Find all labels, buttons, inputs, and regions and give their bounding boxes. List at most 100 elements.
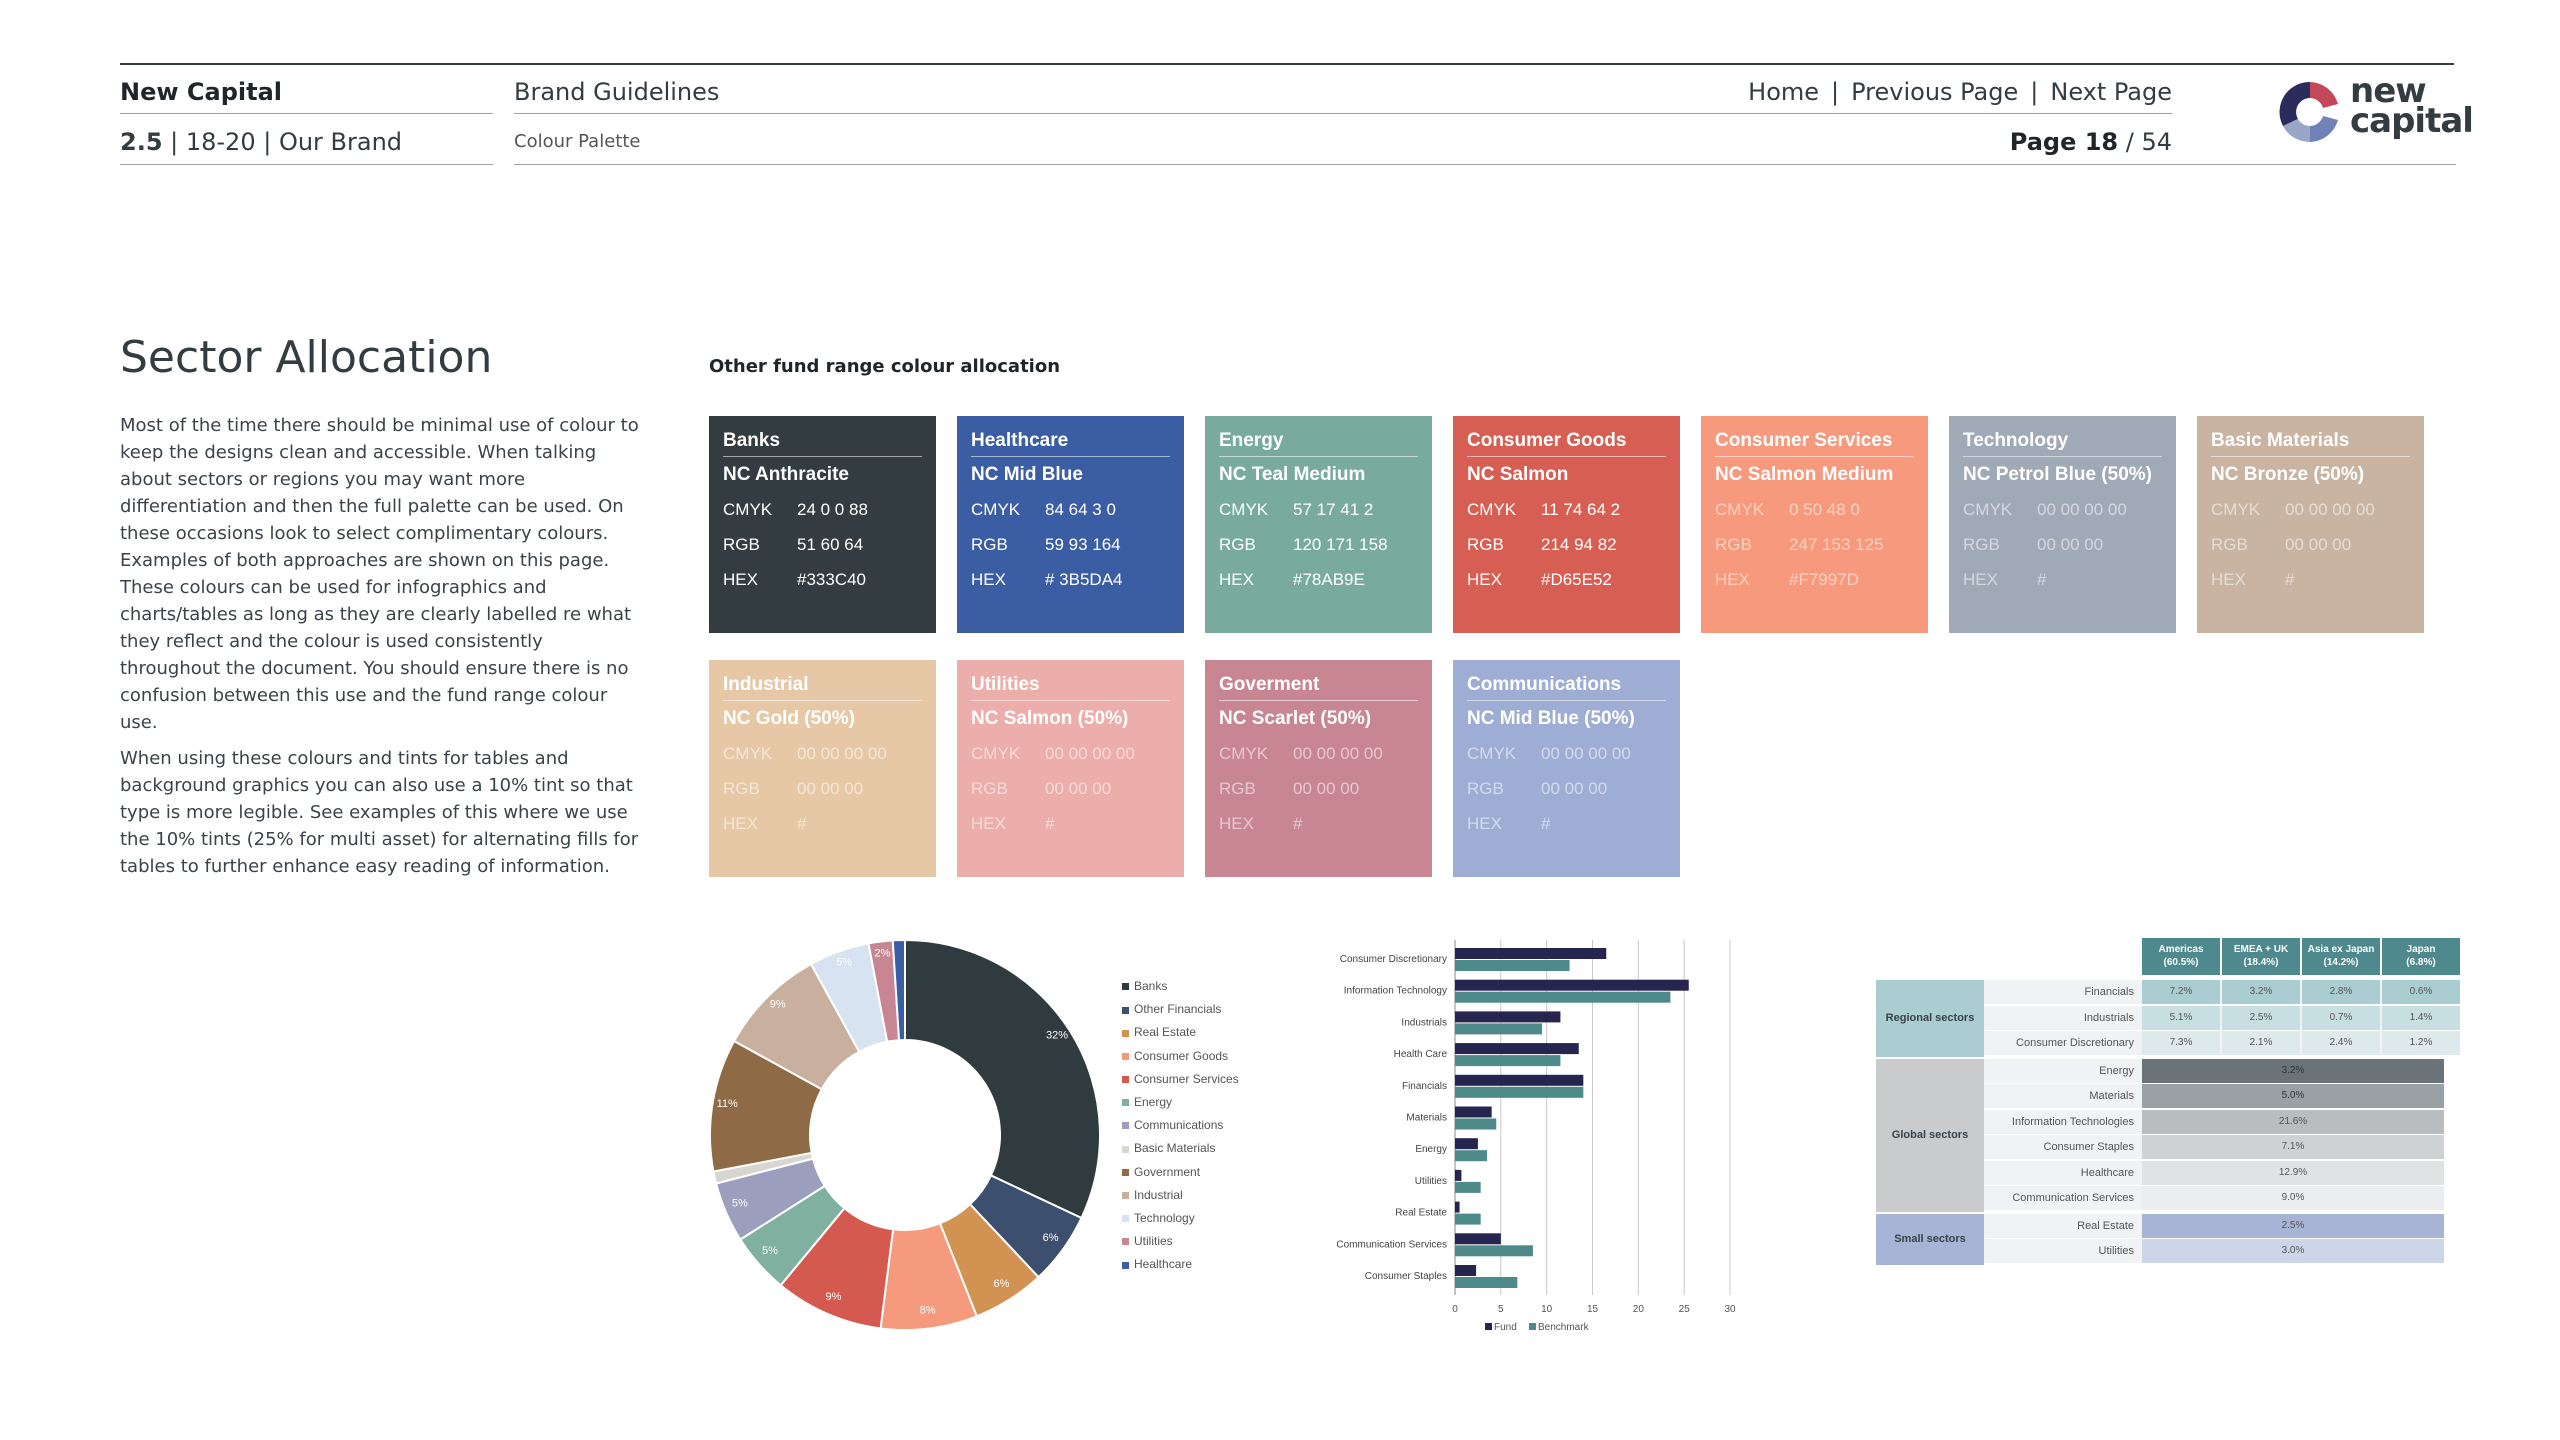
- legend-item: Basic Materials: [1122, 1137, 1239, 1160]
- table-header: Americas (60.5%): [2142, 938, 2220, 975]
- table-row-label: Communication Services: [2012, 1192, 2134, 1204]
- legend-label: Technology: [1134, 1210, 1195, 1225]
- swatch-card: Industrial NC Gold (50%) CMYK 00 00 00 00 RG…: [709, 660, 936, 877]
- nav-previous-link[interactable]: Previous Page: [1851, 78, 2019, 106]
- logo-mark-icon: [2279, 81, 2338, 143]
- legend-label: Banks: [1134, 979, 1168, 993]
- swatch-cmyk-row: CMYK 00 00 00 00: [1467, 744, 1631, 764]
- legend-label: Real Estate: [1134, 1025, 1197, 1040]
- swatch-hex-row: HEX #333C40: [723, 570, 866, 590]
- swatch-colour-name: NC Salmon: [1467, 464, 1569, 485]
- swatch-rgb-label: RGB: [971, 779, 1008, 798]
- swatch-hex-row: HEX #78AB9E: [1219, 570, 1365, 590]
- table-cell: 3.2%: [2142, 1058, 2444, 1083]
- nav-next-link[interactable]: Next Page: [2050, 78, 2172, 106]
- swatch-cmyk-label: CMYK: [971, 744, 1021, 763]
- swatch-hex-value: #: [797, 814, 807, 833]
- swatch-cmyk-label: CMYK: [971, 500, 1021, 519]
- bar-benchmark: [1455, 991, 1671, 1003]
- swatch-rgb-label: RGB: [1963, 535, 2000, 554]
- swatch-hex-value: #F7997D: [1789, 570, 1859, 589]
- x-tick-label: 30: [1724, 1304, 1736, 1315]
- divider: [120, 113, 493, 114]
- swatch-hex-value: #: [2285, 570, 2295, 589]
- swatch-hex-value: #: [2037, 570, 2047, 589]
- swatch-rgb-label: RGB: [723, 779, 760, 798]
- swatch-cmyk-label: CMYK: [723, 500, 773, 519]
- table-cell: 2.4%: [2302, 1031, 2380, 1055]
- donut-slice-label: 5%: [732, 1197, 748, 1209]
- swatch-cmyk-value: 00 00 00 00: [1293, 744, 1383, 763]
- bar-benchmark: [1455, 1086, 1584, 1098]
- bar-fund: [1455, 948, 1607, 959]
- bar-benchmark: [1455, 1023, 1543, 1035]
- table-row-label: Real Estate: [2077, 1219, 2134, 1232]
- bar-benchmark: [1455, 1245, 1533, 1257]
- table-row: Communication Services 9.0%: [1984, 1186, 2444, 1210]
- legend-item: Banks: [1122, 975, 1239, 998]
- table-header-line: (60.5%): [2163, 957, 2199, 968]
- swatch-cmyk-value: 57 17 41 2: [1293, 500, 1374, 519]
- category-label: Health Care: [1394, 1049, 1448, 1060]
- table-group-label: Global sectors: [1876, 1058, 1984, 1212]
- legend-label: Government: [1134, 1164, 1201, 1179]
- swatch-hex-label: HEX: [1467, 570, 1502, 589]
- table-cell: 0.6%: [2382, 980, 2460, 1004]
- swatch-hex-value: #: [1293, 814, 1303, 833]
- swatch-rgb-row: RGB 00 00 00: [1219, 779, 1359, 799]
- swatch-colour-name: NC Gold (50%): [723, 708, 855, 729]
- swatch-card: Energy NC Teal Medium CMYK 57 17 41 2 RGB 120…: [1205, 416, 1432, 633]
- swatch-card: Communications NC Mid Blue (50%) CMYK 00 00…: [1453, 660, 1680, 877]
- x-tick-label: 20: [1633, 1304, 1645, 1315]
- swatch-rgb-value: 214 94 82: [1541, 535, 1617, 554]
- sector-region-table: Americas (60.5%) EMEA + UK (18.4%) Asia ex J…: [1876, 938, 2460, 1268]
- swatch-cmyk-row: CMYK 57 17 41 2: [1219, 500, 1373, 520]
- swatch-hex-row: HEX #D65E52: [1467, 570, 1612, 590]
- table-row: Consumer Discretionary 7.3% 2.1% 2.4% 1.2%: [1984, 1031, 2460, 1055]
- swatch-sector: Goverment: [1219, 674, 1418, 701]
- swatch-cmyk-label: CMYK: [1963, 500, 2013, 519]
- table-row-label: Energy: [2099, 1064, 2134, 1077]
- table-group-label: Small sectors: [1876, 1213, 1984, 1265]
- nav-home-link[interactable]: Home: [1748, 78, 1820, 106]
- legend-swatch: [1122, 1168, 1129, 1176]
- swatch-cmyk-value: 24 0 0 88: [797, 500, 868, 519]
- legend-swatch: [1122, 1029, 1129, 1037]
- swatch-card: Basic Materials NC Bronze (50%) CMYK 00 00 …: [2197, 416, 2424, 633]
- donut-slice-label: 8%: [920, 1305, 936, 1317]
- table-header-line: (18.4%): [2243, 957, 2279, 968]
- divider: [514, 164, 2456, 165]
- donut-slice-label: 2%: [874, 947, 890, 959]
- logo-wordmark: new capital: [2350, 74, 2474, 138]
- table-cell: 0.7%: [2302, 1005, 2380, 1030]
- swatch-rgb-label: RGB: [1219, 535, 1256, 554]
- swatch-rgb-value: 59 93 164: [1045, 535, 1121, 554]
- swatch-hex-value: # 3B5DA4: [1045, 570, 1123, 589]
- table-row: Healthcare 12.9%: [1984, 1160, 2444, 1185]
- table-row: Information Technologies 21.6%: [1984, 1109, 2444, 1134]
- nav-separator: |: [2030, 78, 2039, 106]
- swatch-sector: Utilities: [971, 674, 1170, 701]
- swatch-sector: Communications: [1467, 674, 1666, 701]
- swatch-colour-name: NC Mid Blue (50%): [1467, 708, 1635, 729]
- swatch-hex-label: HEX: [1219, 570, 1254, 589]
- bar-benchmark: [1455, 960, 1570, 971]
- donut-slice-label: 11%: [717, 1098, 738, 1110]
- legend-label: Utilities: [1134, 1234, 1173, 1249]
- donut-slice: [891, 938, 906, 1042]
- table-header-line: (6.8%): [2406, 957, 2436, 968]
- legend-label: Communications: [1134, 1118, 1224, 1133]
- fund-vs-benchmark-bar-chart: 0 5 10 15 20 25 30 Consumer Discretionary Inform…: [1336, 940, 1736, 1333]
- table-row-label: Information Technologies: [2011, 1115, 2134, 1128]
- swatch-rgb-row: RGB 00 00 00: [723, 779, 863, 799]
- intro-paragraph: Most of the time there should be minimal…: [120, 415, 639, 733]
- category-label: Real Estate: [1395, 1208, 1447, 1219]
- swatch-hex-label: HEX: [2211, 570, 2246, 589]
- swatches-title: Other fund range colour allocation: [709, 356, 1061, 377]
- swatch-rgb-value: 120 171 158: [1293, 535, 1388, 554]
- table-header-line: Japan: [2406, 944, 2436, 955]
- swatch-sector: Industrial: [723, 674, 922, 701]
- table-row-label: Healthcare: [2080, 1166, 2134, 1179]
- legend-swatch: [1122, 1261, 1129, 1269]
- legend-item: Other Financials: [1122, 998, 1239, 1021]
